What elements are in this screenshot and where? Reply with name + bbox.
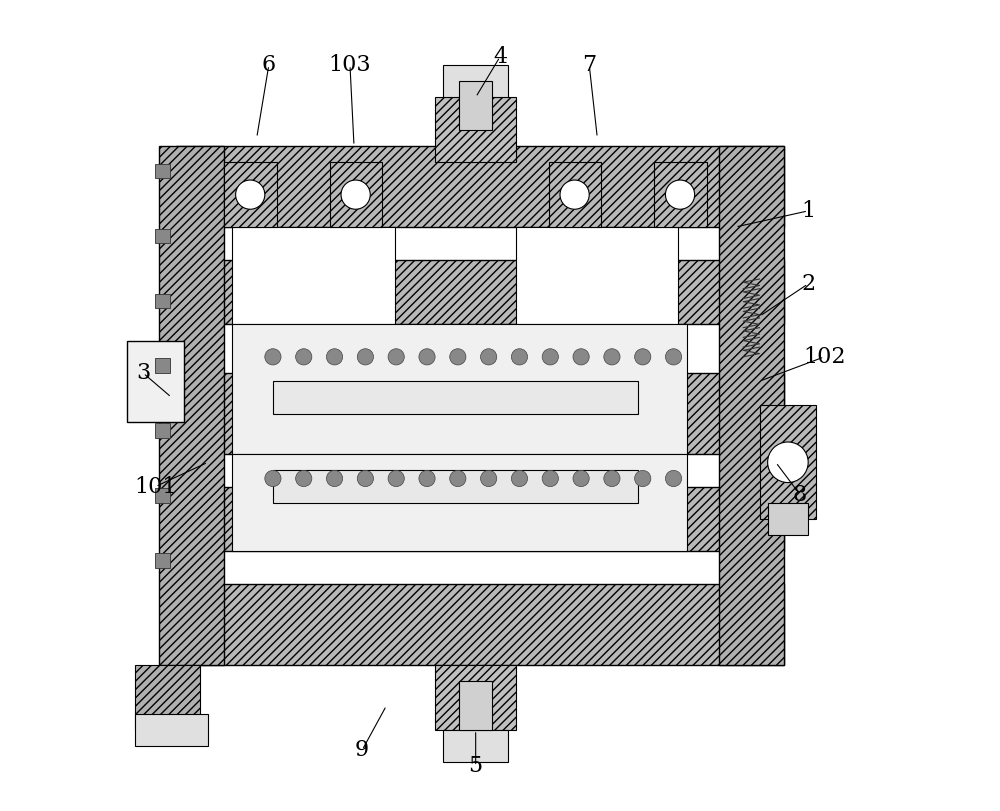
- Circle shape: [560, 180, 589, 209]
- Bar: [155, 294, 170, 308]
- Circle shape: [450, 470, 466, 487]
- Circle shape: [542, 470, 558, 487]
- Circle shape: [388, 470, 404, 487]
- Bar: [232, 227, 395, 324]
- Circle shape: [326, 470, 343, 487]
- Circle shape: [481, 349, 497, 365]
- Circle shape: [768, 442, 808, 483]
- Circle shape: [419, 349, 435, 365]
- Bar: [155, 553, 170, 568]
- Circle shape: [665, 470, 682, 487]
- Text: 103: 103: [329, 54, 371, 76]
- Bar: [443, 65, 508, 97]
- Circle shape: [665, 349, 682, 365]
- Circle shape: [542, 349, 558, 365]
- Text: 1: 1: [801, 200, 815, 222]
- Bar: [435, 97, 516, 162]
- Circle shape: [511, 470, 528, 487]
- Circle shape: [296, 470, 312, 487]
- Text: 6: 6: [262, 54, 276, 76]
- Text: 9: 9: [355, 739, 369, 762]
- Circle shape: [450, 349, 466, 365]
- Text: 8: 8: [793, 483, 807, 506]
- Bar: [443, 730, 508, 762]
- Text: 102: 102: [803, 345, 846, 368]
- Text: 3: 3: [136, 362, 150, 384]
- Text: 7: 7: [582, 54, 596, 76]
- Text: 4: 4: [493, 45, 507, 68]
- Circle shape: [326, 349, 343, 365]
- Circle shape: [388, 349, 404, 365]
- Bar: [135, 714, 208, 746]
- Bar: [224, 162, 277, 227]
- Bar: [516, 227, 678, 324]
- Bar: [155, 423, 170, 438]
- Circle shape: [296, 349, 312, 365]
- Circle shape: [573, 349, 589, 365]
- Circle shape: [604, 470, 620, 487]
- Circle shape: [604, 349, 620, 365]
- Circle shape: [265, 470, 281, 487]
- Bar: [330, 162, 382, 227]
- Circle shape: [357, 470, 373, 487]
- Circle shape: [635, 470, 651, 487]
- Circle shape: [265, 349, 281, 365]
- Bar: [232, 454, 687, 551]
- Bar: [654, 162, 707, 227]
- Bar: [155, 229, 170, 243]
- Bar: [459, 681, 492, 730]
- Bar: [135, 665, 200, 730]
- Circle shape: [635, 349, 651, 365]
- Bar: [176, 584, 784, 665]
- Bar: [273, 381, 638, 414]
- Bar: [155, 164, 170, 178]
- Bar: [719, 146, 784, 665]
- Circle shape: [357, 349, 373, 365]
- Text: 101: 101: [134, 475, 177, 498]
- Bar: [176, 260, 784, 324]
- Circle shape: [236, 180, 265, 209]
- Bar: [273, 470, 638, 503]
- Bar: [159, 146, 224, 665]
- Bar: [232, 324, 687, 454]
- Bar: [127, 341, 184, 422]
- Bar: [760, 406, 816, 519]
- Bar: [435, 665, 516, 730]
- Bar: [176, 146, 784, 227]
- Bar: [155, 358, 170, 373]
- Bar: [155, 488, 170, 503]
- Bar: [459, 81, 492, 130]
- Circle shape: [341, 180, 370, 209]
- Circle shape: [419, 470, 435, 487]
- Bar: [768, 503, 808, 535]
- Text: 2: 2: [801, 272, 815, 295]
- Circle shape: [573, 470, 589, 487]
- Circle shape: [481, 470, 497, 487]
- Bar: [176, 487, 784, 551]
- Circle shape: [665, 180, 695, 209]
- Bar: [176, 373, 784, 454]
- Circle shape: [511, 349, 528, 365]
- Text: 5: 5: [469, 755, 483, 778]
- Bar: [549, 162, 601, 227]
